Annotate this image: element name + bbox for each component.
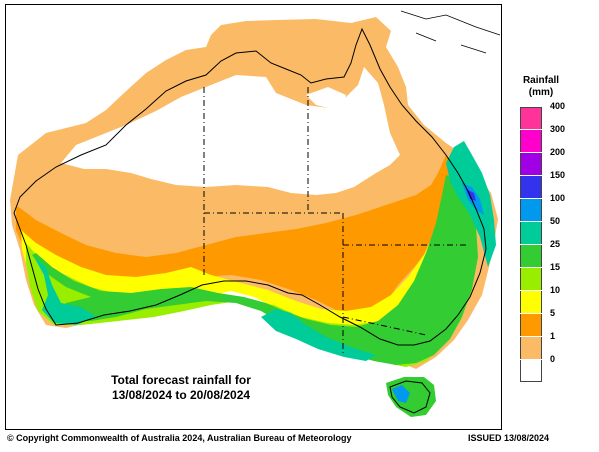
legend-swatch — [520, 268, 542, 290]
legend-swatch — [520, 199, 542, 221]
legend-label: 200 — [550, 147, 566, 157]
legend-bin-15: 15 — [520, 262, 599, 290]
map-title-line2: 13/08/2024 to 20/08/2024 — [111, 388, 251, 402]
legend-label: 50 — [550, 216, 561, 226]
issued-date: ISSUED 13/08/2024 — [468, 433, 550, 443]
legend-bin-300: 300 — [520, 124, 599, 152]
legend-label: 10 — [550, 285, 561, 295]
zone-100mm-tas — [392, 385, 410, 403]
legend-label: 300 — [550, 124, 566, 134]
zone-5mm — [16, 155, 458, 313]
legend-bin-150: 150 — [520, 170, 599, 198]
legend-bin-400: 400 — [520, 101, 599, 129]
legend-title-line2: (mm) — [528, 87, 554, 98]
zone-25mm — [32, 175, 478, 365]
zone-0mm — [61, 67, 400, 195]
legend-swatch — [520, 245, 542, 267]
map-panel: Total forecast rainfall for 13/08/2024 t… — [5, 4, 502, 430]
legend-bin-0: 0 — [520, 354, 599, 382]
legend-swatch — [520, 130, 542, 152]
zone-50mm-south — [261, 309, 376, 361]
legend-swatch — [520, 360, 542, 382]
legend-title-line1: Rainfall — [522, 75, 560, 86]
legend-bin-200: 200 — [520, 147, 599, 175]
rainfall-map — [10, 10, 501, 417]
map-title-line1: Total forecast rainfall for — [111, 373, 251, 387]
legend-label: 400 — [550, 101, 566, 111]
legend-bin-100: 100 — [520, 193, 599, 221]
legend-bin-5: 5 — [520, 308, 599, 336]
legend-label: 0 — [550, 354, 556, 364]
zone-50mm-east — [446, 141, 496, 267]
legend-swatch — [520, 337, 542, 359]
legend-title: Rainfall (mm) — [507, 75, 575, 99]
legend-swatch — [520, 153, 542, 175]
coastline — [13, 27, 487, 346]
legend-swatch — [520, 314, 542, 336]
legend-swatch — [520, 176, 542, 198]
legend-bin-50: 50 — [520, 216, 599, 244]
legend-swatch — [520, 107, 542, 129]
legend-label: 5 — [550, 308, 556, 318]
legend-bin-10: 10 — [520, 285, 599, 313]
legend-label: 100 — [550, 193, 566, 203]
zone-50mm-sw — [34, 257, 96, 325]
tasmania-coast — [389, 380, 431, 414]
legend-swatch — [520, 222, 542, 244]
northern-islands — [400, 10, 501, 54]
copyright-notice: © Copyright Commonwealth of Australia 20… — [7, 433, 352, 443]
legend-swatch — [520, 291, 542, 313]
map-title: Total forecast rainfall for 13/08/2024 t… — [86, 373, 276, 403]
legend-bin-1: 1 — [520, 331, 599, 359]
legend-bin-25: 25 — [520, 239, 599, 267]
state-borders — [203, 87, 466, 355]
gulf-white — [306, 87, 346, 115]
legend-label: 15 — [550, 262, 561, 272]
legend-label: 150 — [550, 170, 566, 180]
legend-label: 1 — [550, 331, 556, 341]
legend-label: 25 — [550, 239, 561, 249]
